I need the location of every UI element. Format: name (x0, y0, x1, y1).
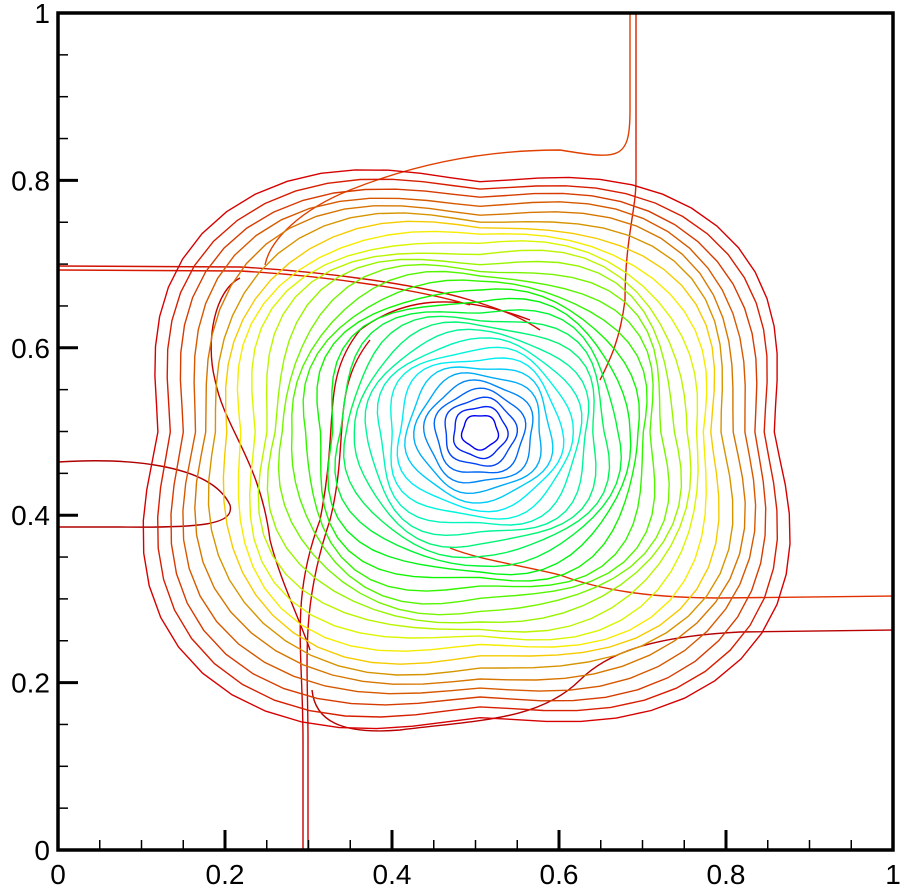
contour-line (236, 230, 708, 652)
contour-line (207, 212, 734, 676)
contour-line (210, 277, 311, 651)
contour-line (290, 270, 656, 605)
contour-line (302, 279, 648, 592)
contour-line (277, 263, 670, 616)
x-tick-label: 0.2 (206, 859, 245, 885)
contour-line (266, 258, 683, 624)
contour-line (57, 265, 541, 331)
y-tick-label: 0.4 (11, 500, 50, 531)
x-tick-label: 0.4 (373, 859, 412, 885)
y-tick-label: 0.8 (11, 165, 50, 196)
contour-line (142, 169, 791, 730)
contour-line (299, 301, 531, 850)
contour-line (413, 372, 542, 495)
x-tick-label: 0.8 (707, 859, 746, 885)
contour-line (452, 405, 509, 460)
contour-line (599, 13, 637, 381)
y-tick-label: 0.6 (11, 333, 50, 364)
contour-line (396, 357, 565, 513)
contour-line (460, 414, 500, 451)
contour-line (342, 315, 611, 559)
contour-line (376, 337, 583, 526)
x-tick-label: 0 (50, 859, 66, 885)
contour-line (353, 321, 597, 549)
contour-line (257, 249, 692, 633)
contour-line (390, 346, 575, 520)
x-tick-label: 0.6 (540, 859, 579, 885)
contour-line (449, 547, 894, 599)
contour-line (433, 387, 527, 474)
contour-line (182, 197, 757, 695)
contour-line (327, 297, 632, 576)
contour-line (404, 366, 554, 504)
x-tick-label: 1 (885, 859, 900, 885)
contour-line (170, 188, 767, 706)
y-tick-label: 0.2 (11, 668, 50, 699)
y-tick-label: 1 (34, 0, 50, 29)
contour-line (222, 220, 720, 665)
contour-line (444, 396, 518, 467)
contour-line (422, 379, 534, 484)
contour-line (306, 339, 371, 850)
contour-line (156, 178, 779, 718)
contour-line (57, 460, 232, 528)
contour-line (316, 288, 641, 582)
contour-line (194, 205, 746, 685)
axes: 0 0.2 0.4 0.6 0.8 1 0 0.2 0.4 0.6 0.8 1 (11, 0, 900, 885)
contour-line (264, 13, 631, 266)
y-tick-label: 0 (34, 835, 50, 866)
contour-line (334, 309, 623, 568)
contour-line (364, 328, 590, 537)
contour-line (248, 240, 699, 641)
contour-lines (57, 13, 894, 850)
